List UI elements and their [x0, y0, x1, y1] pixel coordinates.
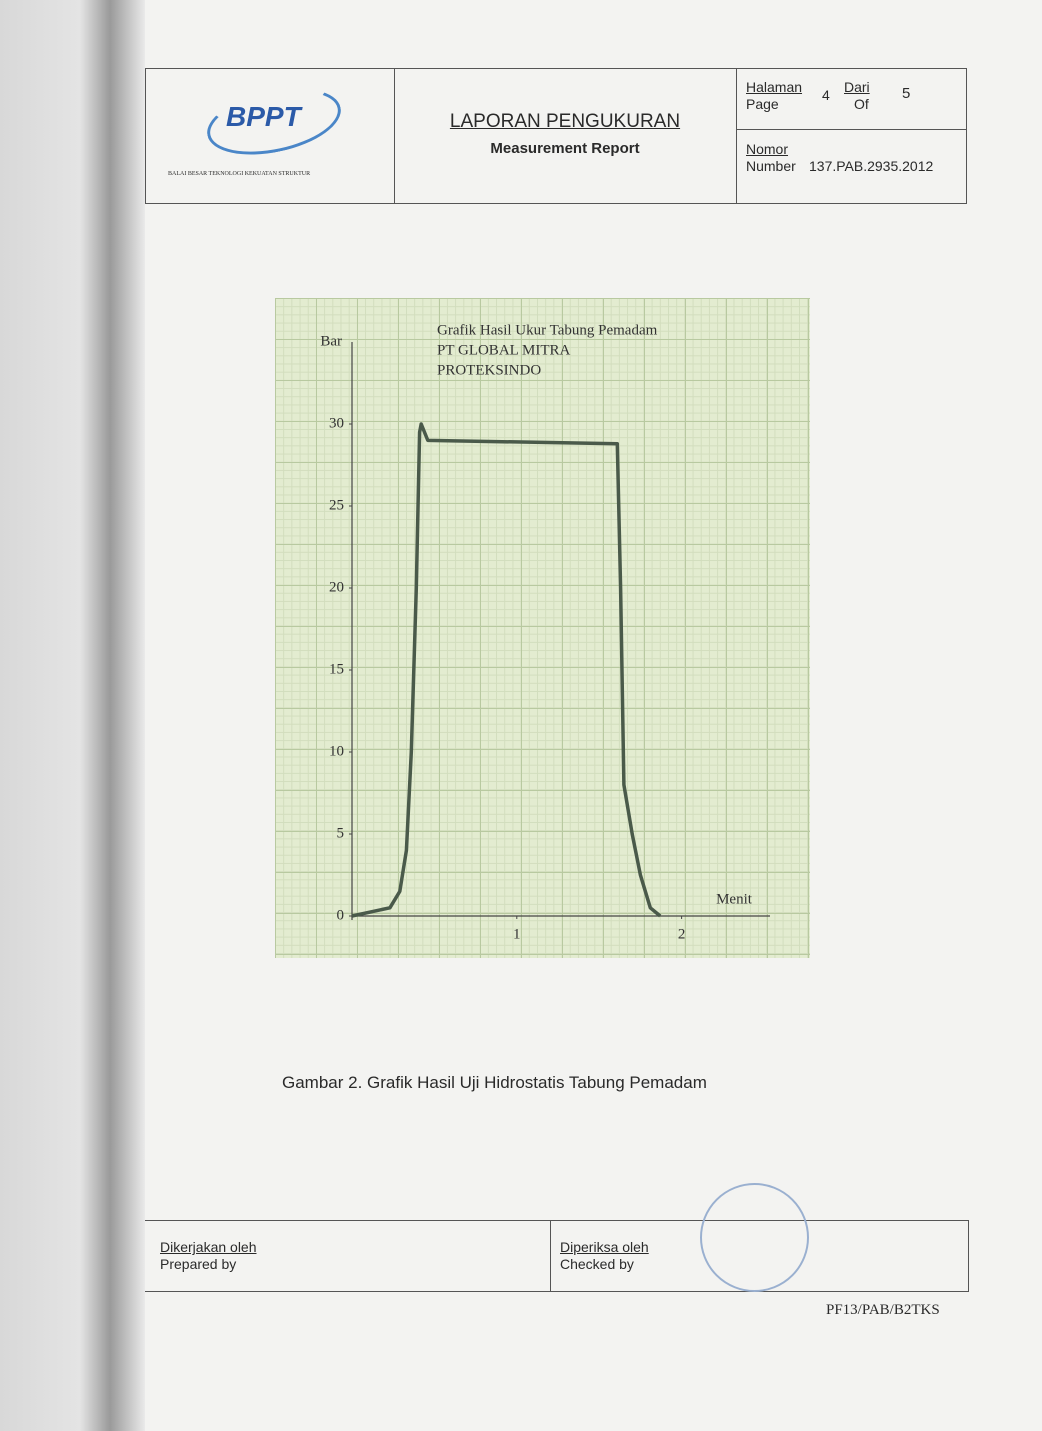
report-number: 137.PAB.2935.2012	[809, 158, 934, 174]
x-tick-label: 1	[513, 926, 521, 942]
x-axis-label: Menit	[716, 891, 753, 907]
prepared-label: Dikerjakan oleh	[160, 1239, 257, 1255]
chart-title: Grafik Hasil Ukur Tabung Pemadam	[437, 322, 658, 338]
checked-label: Diperiksa oleh	[560, 1239, 649, 1255]
y-tick-label: 25	[329, 497, 344, 513]
y-axis-label: Bar	[320, 333, 342, 349]
number-label: Nomor	[746, 141, 789, 157]
of-label: Dari	[844, 79, 870, 95]
y-tick-label: 20	[329, 579, 344, 595]
of-label-en: Of	[854, 96, 869, 112]
y-tick-label: 10	[329, 743, 344, 759]
logo-swoosh	[201, 77, 347, 166]
number-label-en: Number	[746, 158, 796, 174]
page-label-en: Page	[746, 96, 779, 112]
pressure-line	[351, 422, 662, 918]
page-number: 4	[822, 87, 830, 103]
prepared-label-en: Prepared by	[160, 1256, 237, 1272]
page-label: Halaman	[746, 79, 803, 95]
x-tick-label: 2	[678, 926, 686, 942]
institution: BALAI BESAR TEKNOLOGI KEKUATAN STRUKTUR	[168, 171, 311, 177]
checked-label-en: Checked by	[560, 1256, 634, 1272]
form-code: PF13/PAB/B2TKS	[826, 1302, 940, 1318]
y-tick-label: 5	[337, 825, 345, 841]
stamp	[700, 1183, 809, 1292]
chart-title: PROTEKSINDO	[437, 362, 541, 378]
chart-title: PT GLOBAL MITRA	[437, 342, 571, 358]
chart: 0 5 10 15 20 25 30 1 2 Bar Menit Grafik Hasil Ukur …	[275, 298, 810, 958]
footer: Dikerjakan oleh Prepared by Diperiksa ol…	[145, 1183, 969, 1292]
binding-shadow	[0, 0, 145, 1431]
y-tick-label: 30	[329, 415, 344, 431]
logo: BPPT	[226, 101, 301, 132]
total-pages: 5	[902, 85, 911, 102]
header: BPPT BALAI BESAR TEKNOLOGI KEKUATAN STRU…	[145, 68, 967, 204]
report-subtitle: Measurement Report	[490, 140, 640, 157]
y-tick-label: 0	[337, 907, 345, 923]
y-tick-label: 15	[329, 661, 344, 677]
report-title: LAPORAN PENGUKURAN	[449, 111, 681, 132]
caption: Gambar 2. Grafik Hasil Uji Hidrostatis T…	[282, 1073, 707, 1092]
